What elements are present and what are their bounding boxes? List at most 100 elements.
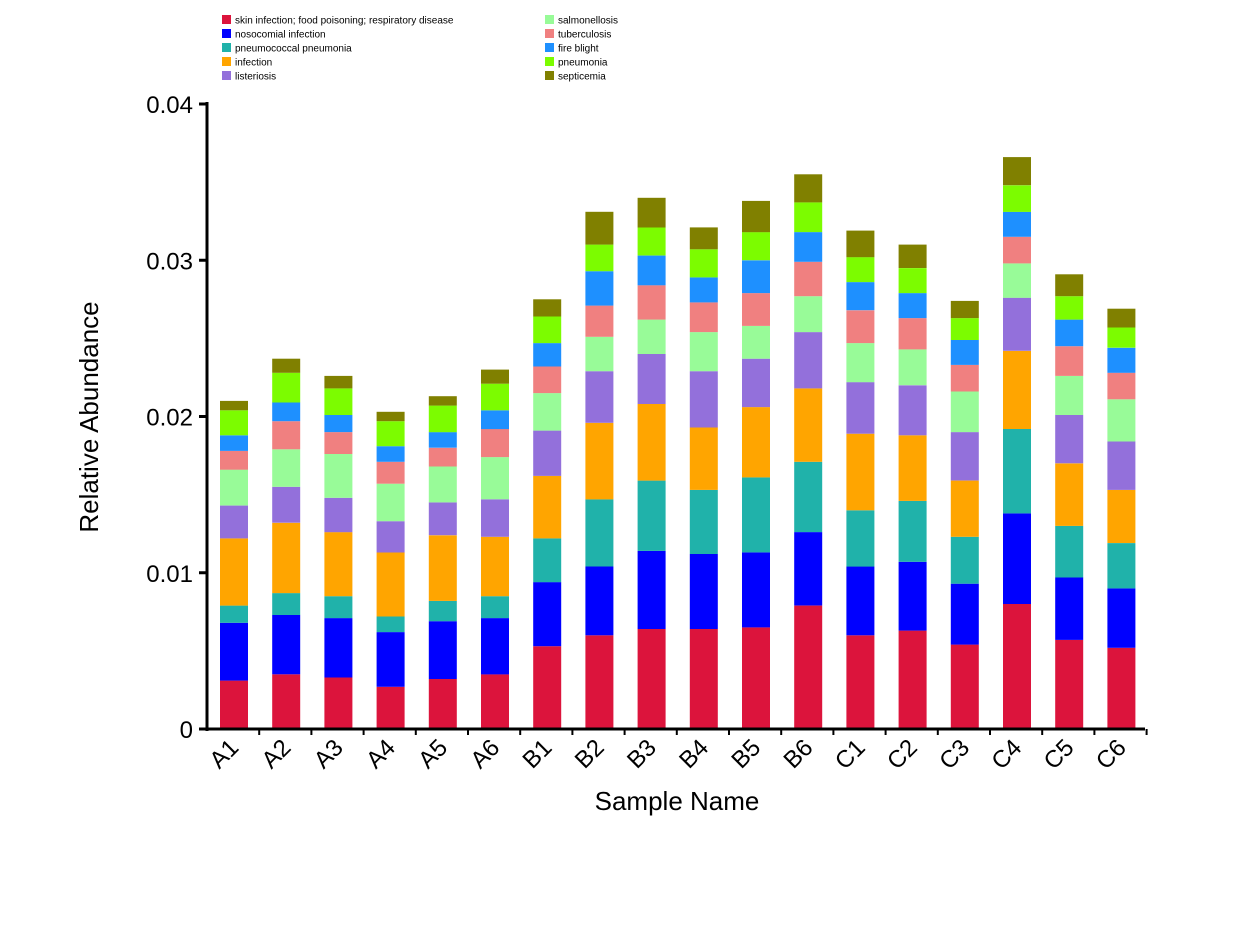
- bar-segment-C4-7: [1003, 211, 1031, 237]
- bar-segment-C2-8: [898, 268, 927, 294]
- bar-segment-C2-2: [898, 500, 927, 562]
- bar-segment-A1-0: [220, 680, 248, 729]
- legend: skin infection; food poisoning; respirat…: [222, 15, 618, 83]
- bar-segment-C4-4: [1003, 297, 1031, 351]
- legend-swatch: [545, 57, 554, 66]
- bar-segment-C4-1: [1003, 513, 1031, 604]
- bar-segment-B3-6: [637, 285, 666, 320]
- bar-segment-B5-6: [742, 293, 770, 326]
- x-tick-label: B4: [674, 734, 714, 774]
- bar-segment-C3-1: [950, 583, 979, 645]
- bar-segment-B2-7: [585, 271, 614, 306]
- bar-segment-A4-7: [376, 446, 405, 462]
- bar-segment-A6-9: [481, 369, 509, 384]
- bar-segment-A5-0: [428, 679, 457, 729]
- bar-segment-C5-3: [1055, 463, 1084, 526]
- bar-segment-A1-1: [220, 622, 248, 681]
- bar-segment-B3-8: [637, 227, 666, 256]
- x-tick-label: C6: [1091, 734, 1132, 775]
- legend-swatch: [222, 43, 231, 52]
- bar-segment-B4-1: [689, 554, 718, 629]
- bar-segment-B2-5: [585, 336, 614, 372]
- y-tick-label: 0.04: [146, 92, 193, 119]
- bar-segment-C2-7: [898, 293, 927, 319]
- bar-segment-A6-4: [481, 499, 509, 537]
- bar-segment-C3-2: [950, 536, 979, 584]
- bar-segment-C2-1: [898, 561, 927, 631]
- bar-segment-A4-9: [376, 411, 405, 422]
- bar-segment-C5-7: [1055, 319, 1084, 347]
- bar-segment-A5-9: [428, 396, 457, 406]
- bar-segment-B3-7: [637, 255, 666, 286]
- bar-segment-B2-2: [585, 499, 614, 567]
- bar-segment-A1-5: [220, 469, 248, 506]
- bar-segment-C1-7: [846, 282, 875, 311]
- bar-segment-B5-7: [742, 260, 770, 294]
- x-tick-label: B2: [570, 734, 610, 774]
- bar-segment-B4-5: [689, 332, 718, 372]
- legend-swatch: [545, 71, 554, 80]
- bar-segment-A6-2: [481, 596, 509, 619]
- bar-segment-A4-8: [376, 421, 405, 447]
- bar-segment-A5-1: [428, 621, 457, 679]
- bar-segment-C1-8: [846, 257, 875, 283]
- bar-segment-B5-9: [742, 200, 770, 233]
- bar-segment-C1-0: [846, 635, 875, 730]
- bar-segment-B6-9: [794, 174, 823, 203]
- bar-segment-C6-8: [1107, 327, 1136, 348]
- y-tick-label: 0: [180, 717, 193, 744]
- bar-segment-A4-3: [376, 552, 405, 617]
- bar-segment-B1-0: [533, 646, 562, 729]
- bar-segment-C1-6: [846, 310, 875, 344]
- x-tick-label: C2: [882, 734, 923, 775]
- bar-segment-C2-9: [898, 244, 927, 268]
- bar-segment-C4-6: [1003, 236, 1031, 264]
- bar-segment-A3-9: [324, 375, 353, 389]
- bar-segment-B4-9: [689, 227, 718, 250]
- legend-swatch: [222, 15, 231, 24]
- bar-segment-B6-4: [794, 332, 823, 389]
- bar-segment-C1-3: [846, 433, 875, 511]
- bar-segment-B6-7: [794, 232, 823, 262]
- bar-segment-B1-2: [533, 538, 562, 583]
- bar-segment-B4-6: [689, 302, 718, 333]
- bar-segment-B6-0: [794, 605, 823, 729]
- bar-segment-C6-0: [1107, 647, 1136, 730]
- bar-segment-A4-1: [376, 632, 405, 687]
- bar-segment-A6-6: [481, 429, 509, 458]
- bar-segment-A4-5: [376, 483, 405, 522]
- x-tick-label: A4: [361, 734, 401, 774]
- bar-segment-C5-0: [1055, 639, 1084, 729]
- bar-segment-C1-1: [846, 566, 875, 636]
- legend-label: salmonellosis: [558, 16, 618, 27]
- bar-segment-A2-8: [272, 372, 301, 403]
- bar-segment-C3-7: [950, 339, 979, 365]
- bar-segment-C5-5: [1055, 375, 1084, 415]
- bar-segment-B5-1: [742, 552, 770, 628]
- bar-segment-C4-9: [1003, 157, 1031, 186]
- bar-segment-B1-5: [533, 393, 562, 431]
- bar-segment-B1-9: [533, 299, 562, 317]
- legend-swatch: [222, 71, 231, 80]
- bar-segment-A5-3: [428, 535, 457, 601]
- bar-segment-B3-3: [637, 404, 666, 481]
- y-tick-label: 0.02: [146, 405, 193, 432]
- bar-segment-A3-4: [324, 497, 353, 533]
- bar-segment-B6-6: [794, 261, 823, 297]
- bar-segment-C6-6: [1107, 372, 1136, 400]
- bar-segment-B4-7: [689, 277, 718, 303]
- bar-segment-C3-8: [950, 318, 979, 340]
- bar-segment-B5-0: [742, 627, 770, 729]
- legend-swatch: [545, 43, 554, 52]
- bar-segment-C2-6: [898, 318, 927, 350]
- bar-segment-A3-6: [324, 432, 353, 454]
- bar-segment-A2-2: [272, 593, 301, 615]
- bar-segment-C4-3: [1003, 350, 1031, 429]
- bar-segment-C3-3: [950, 480, 979, 537]
- bar-segment-A3-7: [324, 414, 353, 433]
- bars: [220, 157, 1136, 730]
- bar-segment-C6-2: [1107, 543, 1136, 589]
- bar-segment-C6-5: [1107, 399, 1136, 442]
- x-tick-label: B6: [779, 734, 819, 774]
